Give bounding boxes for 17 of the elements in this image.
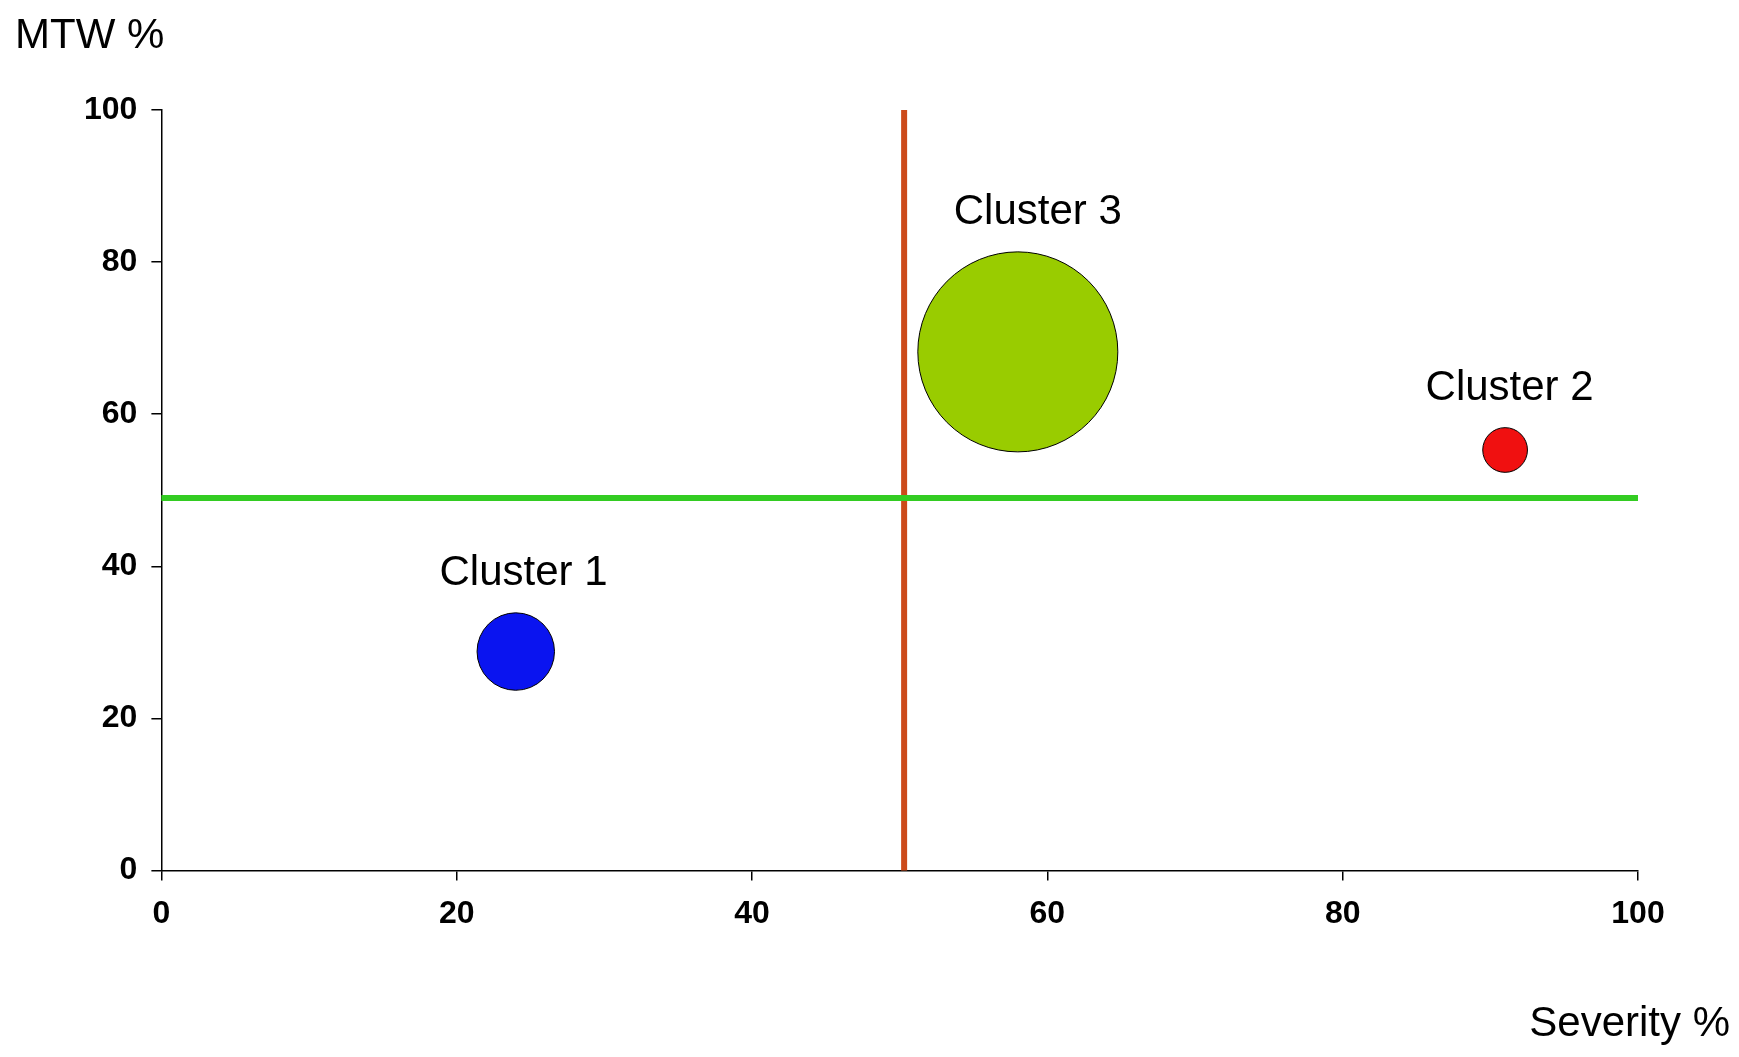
y-tick-label: 80 (101, 241, 138, 278)
y-tick-label: 100 (84, 89, 138, 126)
x-tick-label: 80 (1324, 893, 1361, 930)
y-tick-label: 40 (101, 546, 138, 583)
series-label: Cluster 3 (953, 186, 1122, 234)
x-tick-label: 0 (152, 893, 171, 930)
y-axis-title: MTW % (15, 9, 165, 57)
x-tick-label: 100 (1611, 893, 1665, 930)
x-tick-label: 20 (438, 893, 475, 930)
series-label: Cluster 1 (439, 547, 608, 595)
x-axis-title: Severity % (1529, 997, 1730, 1045)
x-tick-label: 40 (734, 893, 770, 930)
y-tick-label: 60 (101, 394, 138, 431)
x-tick-label: 60 (1029, 893, 1066, 930)
series-label: Cluster 2 (1425, 362, 1594, 410)
y-tick-label: 20 (101, 698, 138, 735)
y-tick-label: 0 (119, 850, 138, 887)
